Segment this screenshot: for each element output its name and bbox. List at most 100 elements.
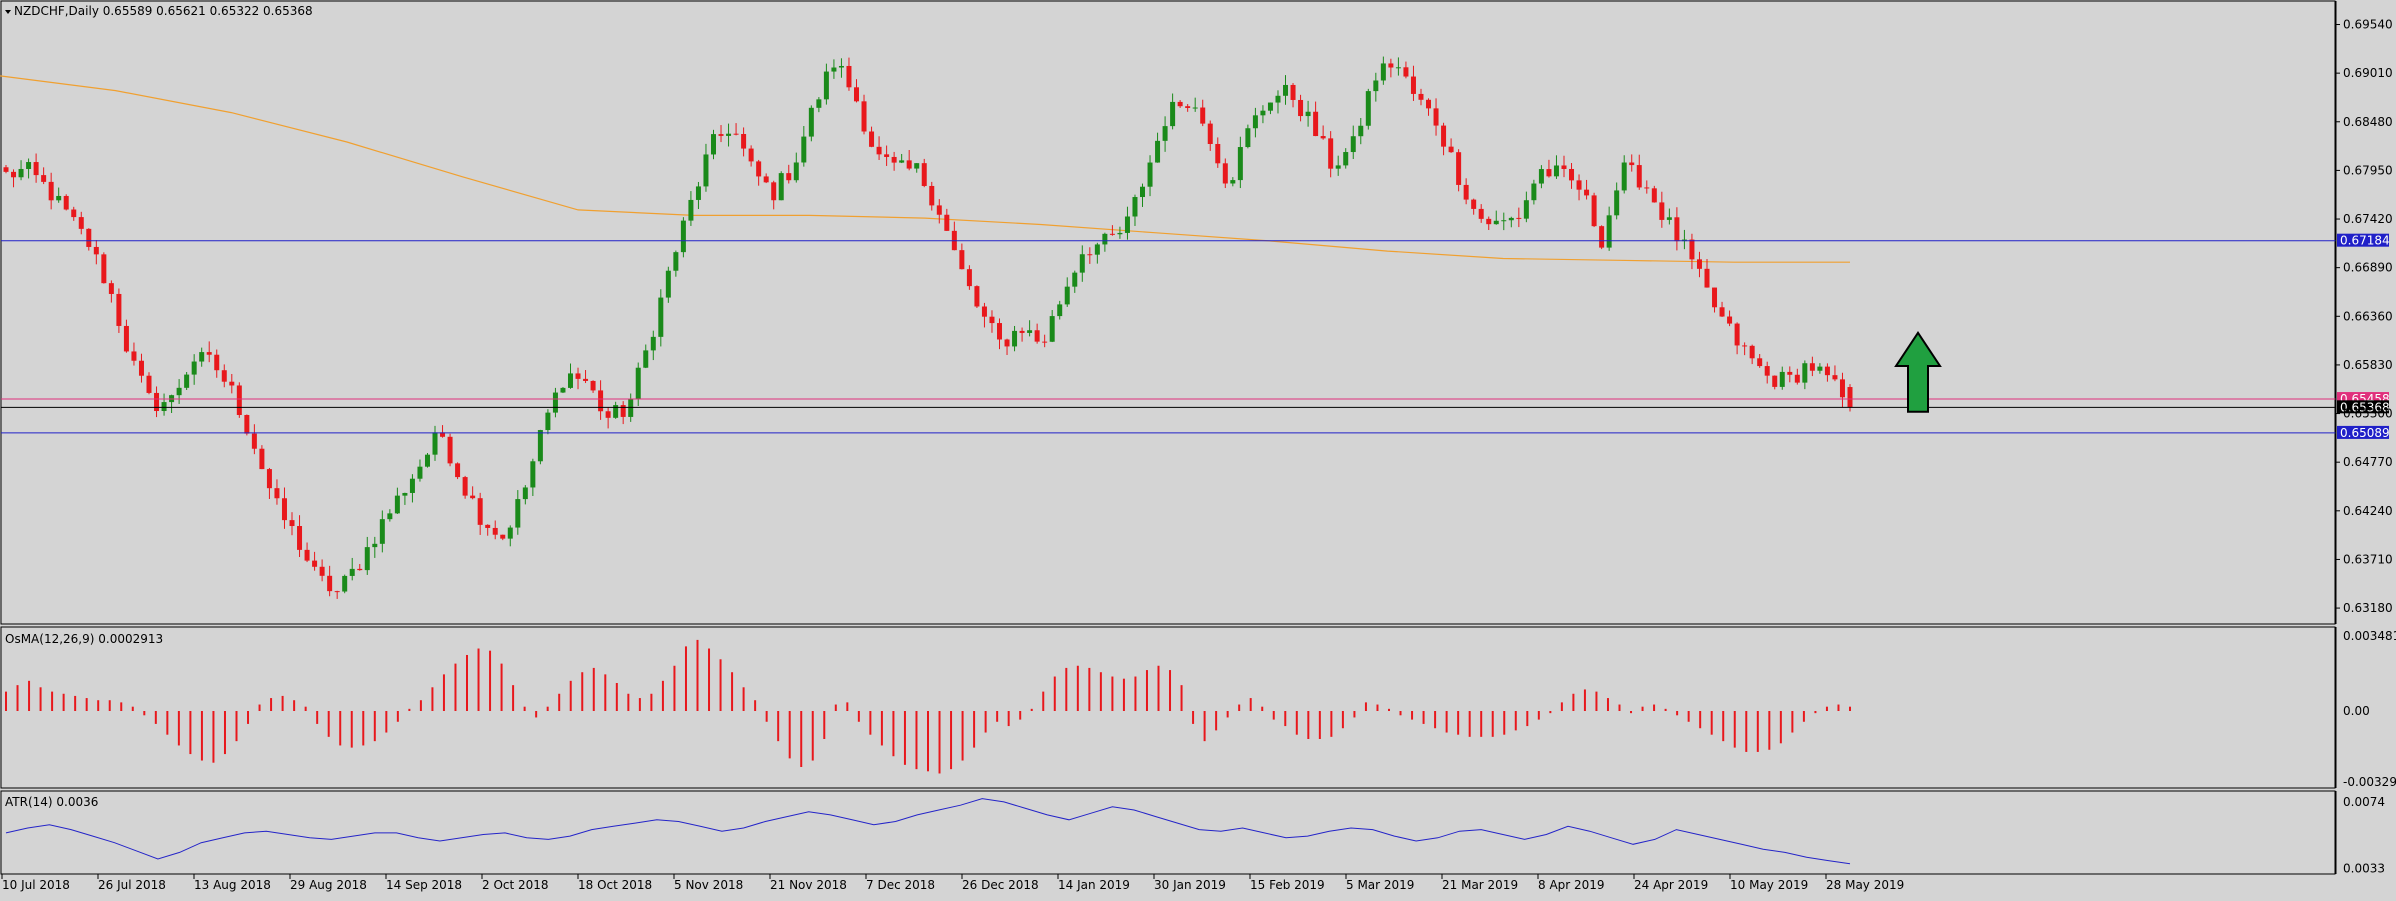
candle-bull bbox=[1140, 186, 1146, 198]
candle-bull bbox=[432, 432, 438, 455]
candle-bear bbox=[1719, 307, 1725, 317]
candle-bull bbox=[1117, 232, 1123, 235]
candle-bull bbox=[680, 220, 686, 253]
candle-bear bbox=[1591, 195, 1597, 227]
candle-bear bbox=[620, 405, 626, 417]
candle-bear bbox=[1433, 108, 1439, 126]
candle-bear bbox=[1839, 379, 1845, 398]
candle-bull bbox=[1493, 220, 1499, 225]
price-tick-label: 0.69010 bbox=[2343, 66, 2393, 80]
candle-bull bbox=[1057, 304, 1063, 317]
candle-bear bbox=[1629, 162, 1635, 166]
candle-bull bbox=[409, 478, 415, 493]
up-arrow-icon[interactable] bbox=[1894, 331, 1942, 413]
candle-bull bbox=[1267, 102, 1273, 111]
candle-bear bbox=[244, 414, 250, 434]
candle-bear bbox=[1448, 146, 1454, 153]
atr-line bbox=[5, 798, 1851, 865]
candle-bull bbox=[688, 199, 694, 221]
candle-bear bbox=[1832, 375, 1838, 380]
candle-bull bbox=[726, 133, 732, 136]
candle-bear bbox=[266, 469, 272, 489]
candle-bear bbox=[1644, 187, 1650, 189]
time-axis-label: 10 May 2019 bbox=[1730, 878, 1808, 892]
atr-label: ATR(14) 0.0036 bbox=[5, 795, 98, 809]
candle-bear bbox=[1298, 99, 1304, 117]
candle-bull bbox=[530, 461, 536, 488]
candle-bear bbox=[319, 566, 325, 576]
time-axis-label: 26 Jul 2018 bbox=[98, 878, 166, 892]
candles-layer bbox=[3, 56, 1853, 599]
candle-bear bbox=[1824, 366, 1830, 376]
candle-bear bbox=[116, 293, 122, 326]
candle-bear bbox=[906, 160, 912, 169]
candle-bear bbox=[146, 375, 152, 393]
candle-bear bbox=[1764, 366, 1770, 376]
candle-bear bbox=[93, 246, 99, 255]
candle-bear bbox=[492, 527, 498, 535]
candle-bear bbox=[853, 87, 859, 102]
candle-bear bbox=[297, 526, 303, 550]
candle-bull bbox=[793, 162, 799, 181]
candle-bull bbox=[537, 430, 543, 462]
candle-bear bbox=[1794, 374, 1800, 383]
candle-bull bbox=[26, 162, 32, 169]
candle-bull bbox=[199, 352, 205, 362]
candle-bull bbox=[1027, 330, 1033, 333]
candle-bear bbox=[101, 254, 107, 284]
price-tag-support bbox=[2337, 233, 2389, 247]
candle-bull bbox=[1802, 363, 1808, 383]
time-axis-label: 5 Mar 2019 bbox=[1346, 878, 1414, 892]
candle-bull bbox=[1124, 216, 1130, 233]
candle-bear bbox=[327, 575, 333, 592]
candle-bull bbox=[808, 107, 814, 137]
time-axis-label: 24 Apr 2019 bbox=[1634, 878, 1708, 892]
candle-bear bbox=[357, 568, 363, 571]
candle-bear bbox=[1674, 217, 1680, 242]
candle-bear bbox=[470, 495, 476, 499]
candle-bear bbox=[1659, 202, 1665, 220]
candle-bull bbox=[379, 519, 385, 544]
candle-bear bbox=[891, 156, 897, 163]
candle-bear bbox=[876, 146, 882, 155]
candle-bear bbox=[944, 214, 950, 231]
candle-bear bbox=[1410, 76, 1416, 94]
candle-bear bbox=[997, 323, 1003, 340]
candle-bull bbox=[1508, 217, 1514, 221]
time-axis-label: 10 Jul 2018 bbox=[2, 878, 70, 892]
candle-bear bbox=[1636, 165, 1642, 188]
candle-bull bbox=[1155, 140, 1161, 163]
candle-bull bbox=[1817, 366, 1823, 371]
candle-bull bbox=[1102, 233, 1108, 245]
candle-bear bbox=[929, 185, 935, 206]
price-tick-label: 0.65830 bbox=[2343, 358, 2393, 372]
candle-bull bbox=[507, 527, 513, 539]
candle-bear bbox=[312, 560, 318, 567]
osma-histogram-layer: 0.0034811 0.00 -0.0032962 bbox=[5, 627, 2396, 789]
candle-bear bbox=[131, 351, 137, 361]
candle-bear bbox=[756, 161, 762, 177]
candle-bear bbox=[846, 65, 852, 88]
candle-bear bbox=[33, 162, 39, 176]
osma-label: OsMA(12,26,9) 0.0002913 bbox=[5, 632, 163, 646]
candle-bear bbox=[1177, 101, 1183, 107]
collapse-triangle-icon[interactable] bbox=[5, 10, 11, 14]
candle-bull bbox=[1621, 162, 1627, 191]
candle-bear bbox=[1546, 169, 1552, 177]
candle-bear bbox=[1712, 287, 1718, 308]
price-tick-label: 0.67420 bbox=[2343, 212, 2393, 226]
candle-bear bbox=[583, 378, 589, 381]
candle-bear bbox=[108, 283, 114, 294]
candle-bear bbox=[1418, 93, 1424, 100]
price-tick-label: 0.64240 bbox=[2343, 504, 2393, 518]
candle-bear bbox=[154, 392, 160, 412]
candle-bear bbox=[1441, 125, 1447, 147]
candle-bull bbox=[778, 173, 784, 201]
price-tag-label: 0.65089 bbox=[2340, 426, 2390, 440]
candle-bull bbox=[801, 136, 807, 163]
candle-bull bbox=[1538, 169, 1544, 184]
time-axis-label: 8 Apr 2019 bbox=[1538, 878, 1605, 892]
candle-bull bbox=[1380, 63, 1386, 81]
